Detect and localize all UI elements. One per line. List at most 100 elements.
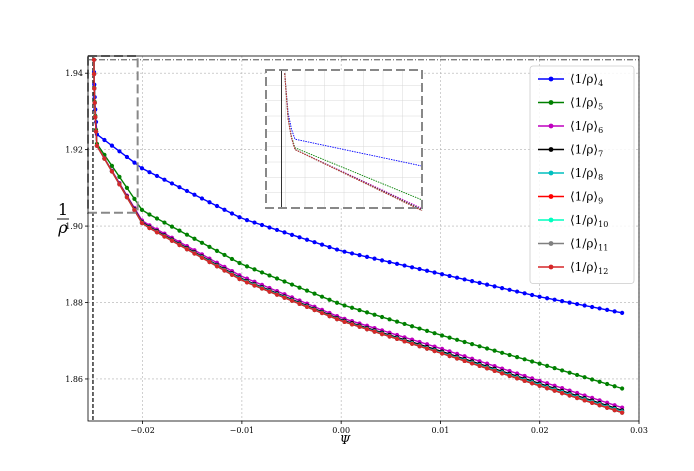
data-point — [357, 324, 362, 329]
data-point — [342, 249, 347, 254]
data-point — [537, 361, 542, 366]
data-point — [162, 234, 167, 239]
inset-plot — [265, 69, 423, 212]
data-point — [545, 296, 550, 301]
data-point — [91, 72, 97, 77]
data-point — [545, 363, 550, 368]
data-point — [237, 215, 242, 220]
data-point — [477, 363, 482, 369]
data-point — [267, 289, 272, 294]
data-point — [402, 339, 407, 344]
data-point — [147, 212, 152, 217]
data-point — [387, 317, 392, 322]
data-point — [192, 251, 197, 256]
data-point — [237, 276, 242, 282]
data-point — [124, 195, 130, 200]
x-tick-label: 0.02 — [531, 426, 549, 435]
data-point — [424, 346, 430, 351]
data-point — [237, 260, 242, 266]
data-point — [342, 319, 347, 325]
legend-marker — [548, 264, 554, 270]
data-point — [529, 292, 535, 298]
data-point — [409, 341, 415, 346]
data-point — [582, 398, 587, 403]
legend-label: ⟨1/ρ⟩7 — [570, 143, 603, 159]
x-tick-label: 0.00 — [332, 426, 350, 435]
data-point — [484, 282, 490, 287]
data-point — [199, 196, 205, 201]
data-point — [267, 273, 272, 278]
data-point — [424, 268, 430, 273]
data-point — [132, 196, 137, 201]
legend-entry-7: ⟨1/ρ⟩7 — [538, 143, 603, 159]
data-point — [139, 207, 145, 212]
data-point — [424, 328, 430, 333]
legend-label: ⟨1/ρ⟩4 — [570, 72, 603, 88]
data-point — [364, 327, 370, 332]
data-point — [229, 211, 235, 216]
data-point — [297, 235, 302, 240]
data-point — [162, 220, 167, 225]
data-point — [387, 260, 392, 265]
series-4 — [91, 57, 625, 315]
reference-lines — [88, 56, 639, 421]
data-point — [469, 342, 475, 347]
data-point — [575, 395, 580, 401]
data-point — [304, 237, 310, 242]
data-point — [522, 378, 527, 383]
data-point — [529, 359, 535, 364]
data-point — [462, 277, 467, 282]
data-point — [259, 222, 265, 228]
plot-frame — [87, 55, 640, 422]
y-tick-label: 1.92 — [65, 146, 83, 155]
data-point — [154, 230, 160, 235]
y-tick-label: 1.90 — [65, 222, 83, 231]
legend-box — [529, 65, 635, 284]
data-point — [620, 410, 625, 415]
data-point — [417, 344, 422, 349]
data-point — [132, 160, 137, 165]
data-point — [312, 307, 317, 313]
data-point — [477, 344, 482, 349]
data-point — [252, 283, 257, 288]
data-point — [319, 310, 325, 316]
legend-entry-6: ⟨1/ρ⟩6 — [538, 119, 603, 135]
data-point — [575, 301, 580, 307]
data-point — [372, 329, 377, 334]
legend-marker — [548, 194, 554, 199]
axes-frame — [87, 55, 640, 422]
data-point — [447, 335, 452, 340]
data-point — [169, 238, 175, 243]
data-point — [304, 304, 310, 310]
data-point — [282, 279, 287, 284]
data-point — [244, 280, 250, 285]
data-point — [274, 227, 280, 233]
data-point — [522, 291, 527, 296]
data-point — [357, 253, 362, 258]
data-point — [612, 408, 617, 413]
data-point — [93, 115, 98, 120]
data-point — [432, 331, 437, 336]
data-point — [417, 326, 422, 331]
data-point — [590, 304, 595, 310]
data-point — [214, 248, 220, 253]
y-axis-label-denominator: ρ — [57, 218, 68, 237]
data-point — [567, 300, 572, 305]
data-point — [454, 337, 460, 342]
data-point — [364, 310, 370, 315]
legend: ⟨1/ρ⟩4 ⟨1/ρ⟩5 ⟨1/ρ⟩6 ⟨1/ρ⟩7 ⟨1/ρ⟩8 ⟨1/ρ⟩9 ⟨1/ρ… — [529, 65, 635, 284]
data-point — [327, 245, 332, 250]
data-point — [92, 100, 97, 105]
data-point — [342, 303, 347, 308]
data-point — [154, 216, 160, 221]
y-tick-label: 1.86 — [65, 375, 83, 384]
data-point — [432, 348, 437, 354]
data-point — [184, 232, 190, 237]
data-point — [552, 366, 557, 371]
data-point — [605, 307, 610, 313]
data-point — [394, 336, 400, 342]
data-point — [379, 331, 385, 337]
legend-marker — [548, 123, 554, 129]
data-point — [162, 177, 167, 182]
data-point — [597, 379, 602, 384]
